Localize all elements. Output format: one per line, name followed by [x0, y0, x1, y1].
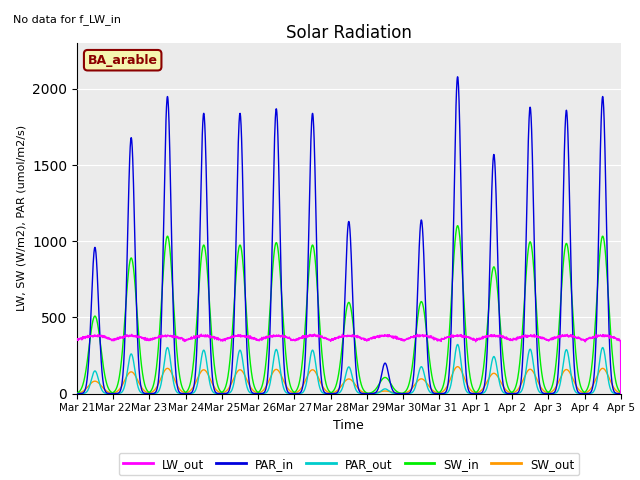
Text: BA_arable: BA_arable — [88, 54, 157, 67]
Legend: LW_out, PAR_in, PAR_out, SW_in, SW_out: LW_out, PAR_in, PAR_out, SW_in, SW_out — [118, 453, 579, 475]
Title: Solar Radiation: Solar Radiation — [286, 24, 412, 42]
Text: No data for f_LW_in: No data for f_LW_in — [13, 14, 121, 25]
Y-axis label: LW, SW (W/m2), PAR (umol/m2/s): LW, SW (W/m2), PAR (umol/m2/s) — [17, 125, 26, 312]
X-axis label: Time: Time — [333, 419, 364, 432]
